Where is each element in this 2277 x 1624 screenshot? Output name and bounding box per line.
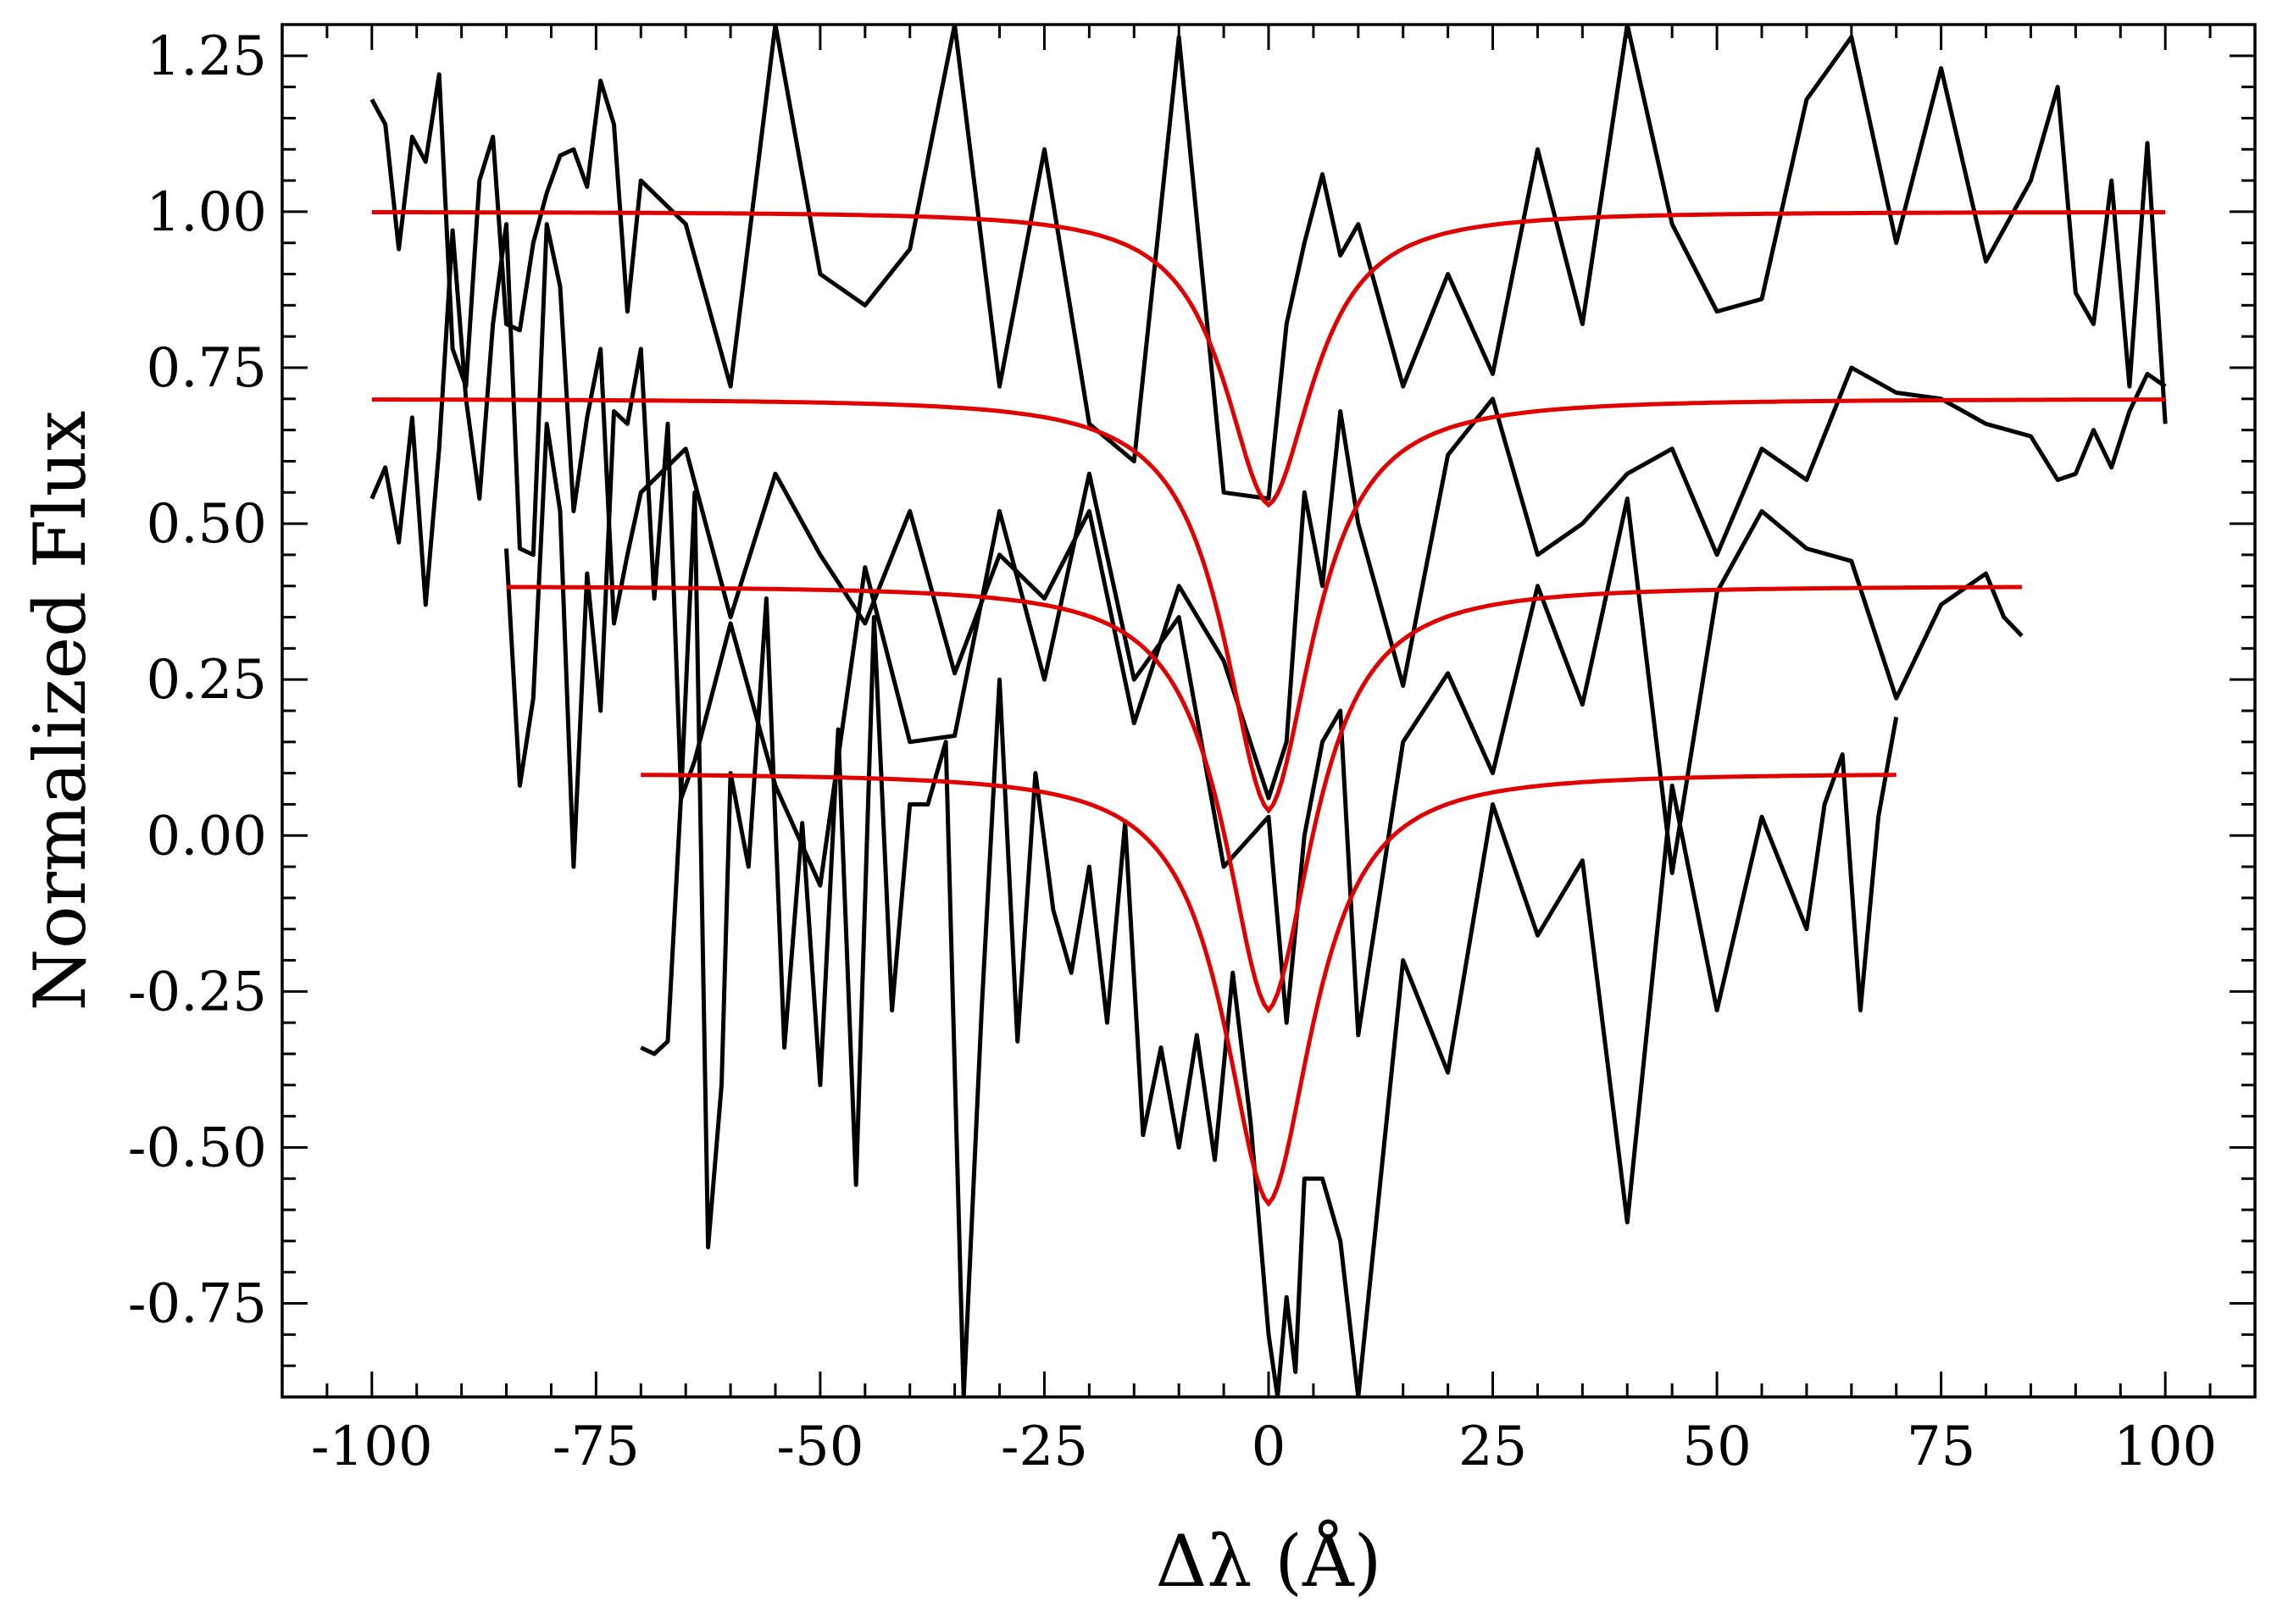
spectrum-line-3	[504, 346, 2024, 1038]
model-line-4	[641, 773, 1897, 1207]
x-tick-label: 25	[1458, 1416, 1527, 1478]
model-line-3	[506, 585, 2022, 1014]
y-tick-label: 1.00	[147, 181, 268, 244]
tick-layer: -100 -75 -50 -25 0 25 50 75 100 -0.75 -0.50 -0.25 0.…	[128, 23, 2257, 1478]
y-tick-label: 0.75	[147, 337, 268, 400]
x-tick-label: 75	[1907, 1416, 1975, 1478]
x-tick-label: 50	[1682, 1416, 1751, 1478]
x-tick-label: 0	[1252, 1416, 1286, 1478]
y-tick-label: -0.75	[128, 1273, 267, 1336]
model-line-1	[371, 210, 2166, 508]
y-tick-label: 0.50	[147, 493, 268, 556]
spectrum-line-2	[369, 222, 2167, 801]
x-tick-label: 100	[2113, 1416, 2217, 1478]
y-tick-label: 0.00	[147, 805, 268, 867]
spectrum-line-4	[640, 490, 1899, 1397]
y-axis-label: Normalized Flux	[19, 411, 102, 1012]
series-layer	[369, 25, 2168, 1397]
x-tick-label: -100	[311, 1416, 433, 1478]
y-tick-label: 1.25	[147, 25, 268, 88]
model-layer	[371, 210, 2166, 1207]
y-tick-label: -0.25	[128, 961, 267, 1023]
y-tick-label: 0.25	[147, 649, 268, 712]
x-tick-label: -75	[553, 1416, 640, 1478]
x-tick-label: -25	[1001, 1416, 1088, 1478]
y-tick-label: -0.50	[128, 1117, 267, 1179]
model-line-2	[371, 397, 2166, 814]
x-axis-label: Δλ (Å)	[1156, 1519, 1382, 1603]
x-tick-label: -50	[776, 1416, 864, 1478]
